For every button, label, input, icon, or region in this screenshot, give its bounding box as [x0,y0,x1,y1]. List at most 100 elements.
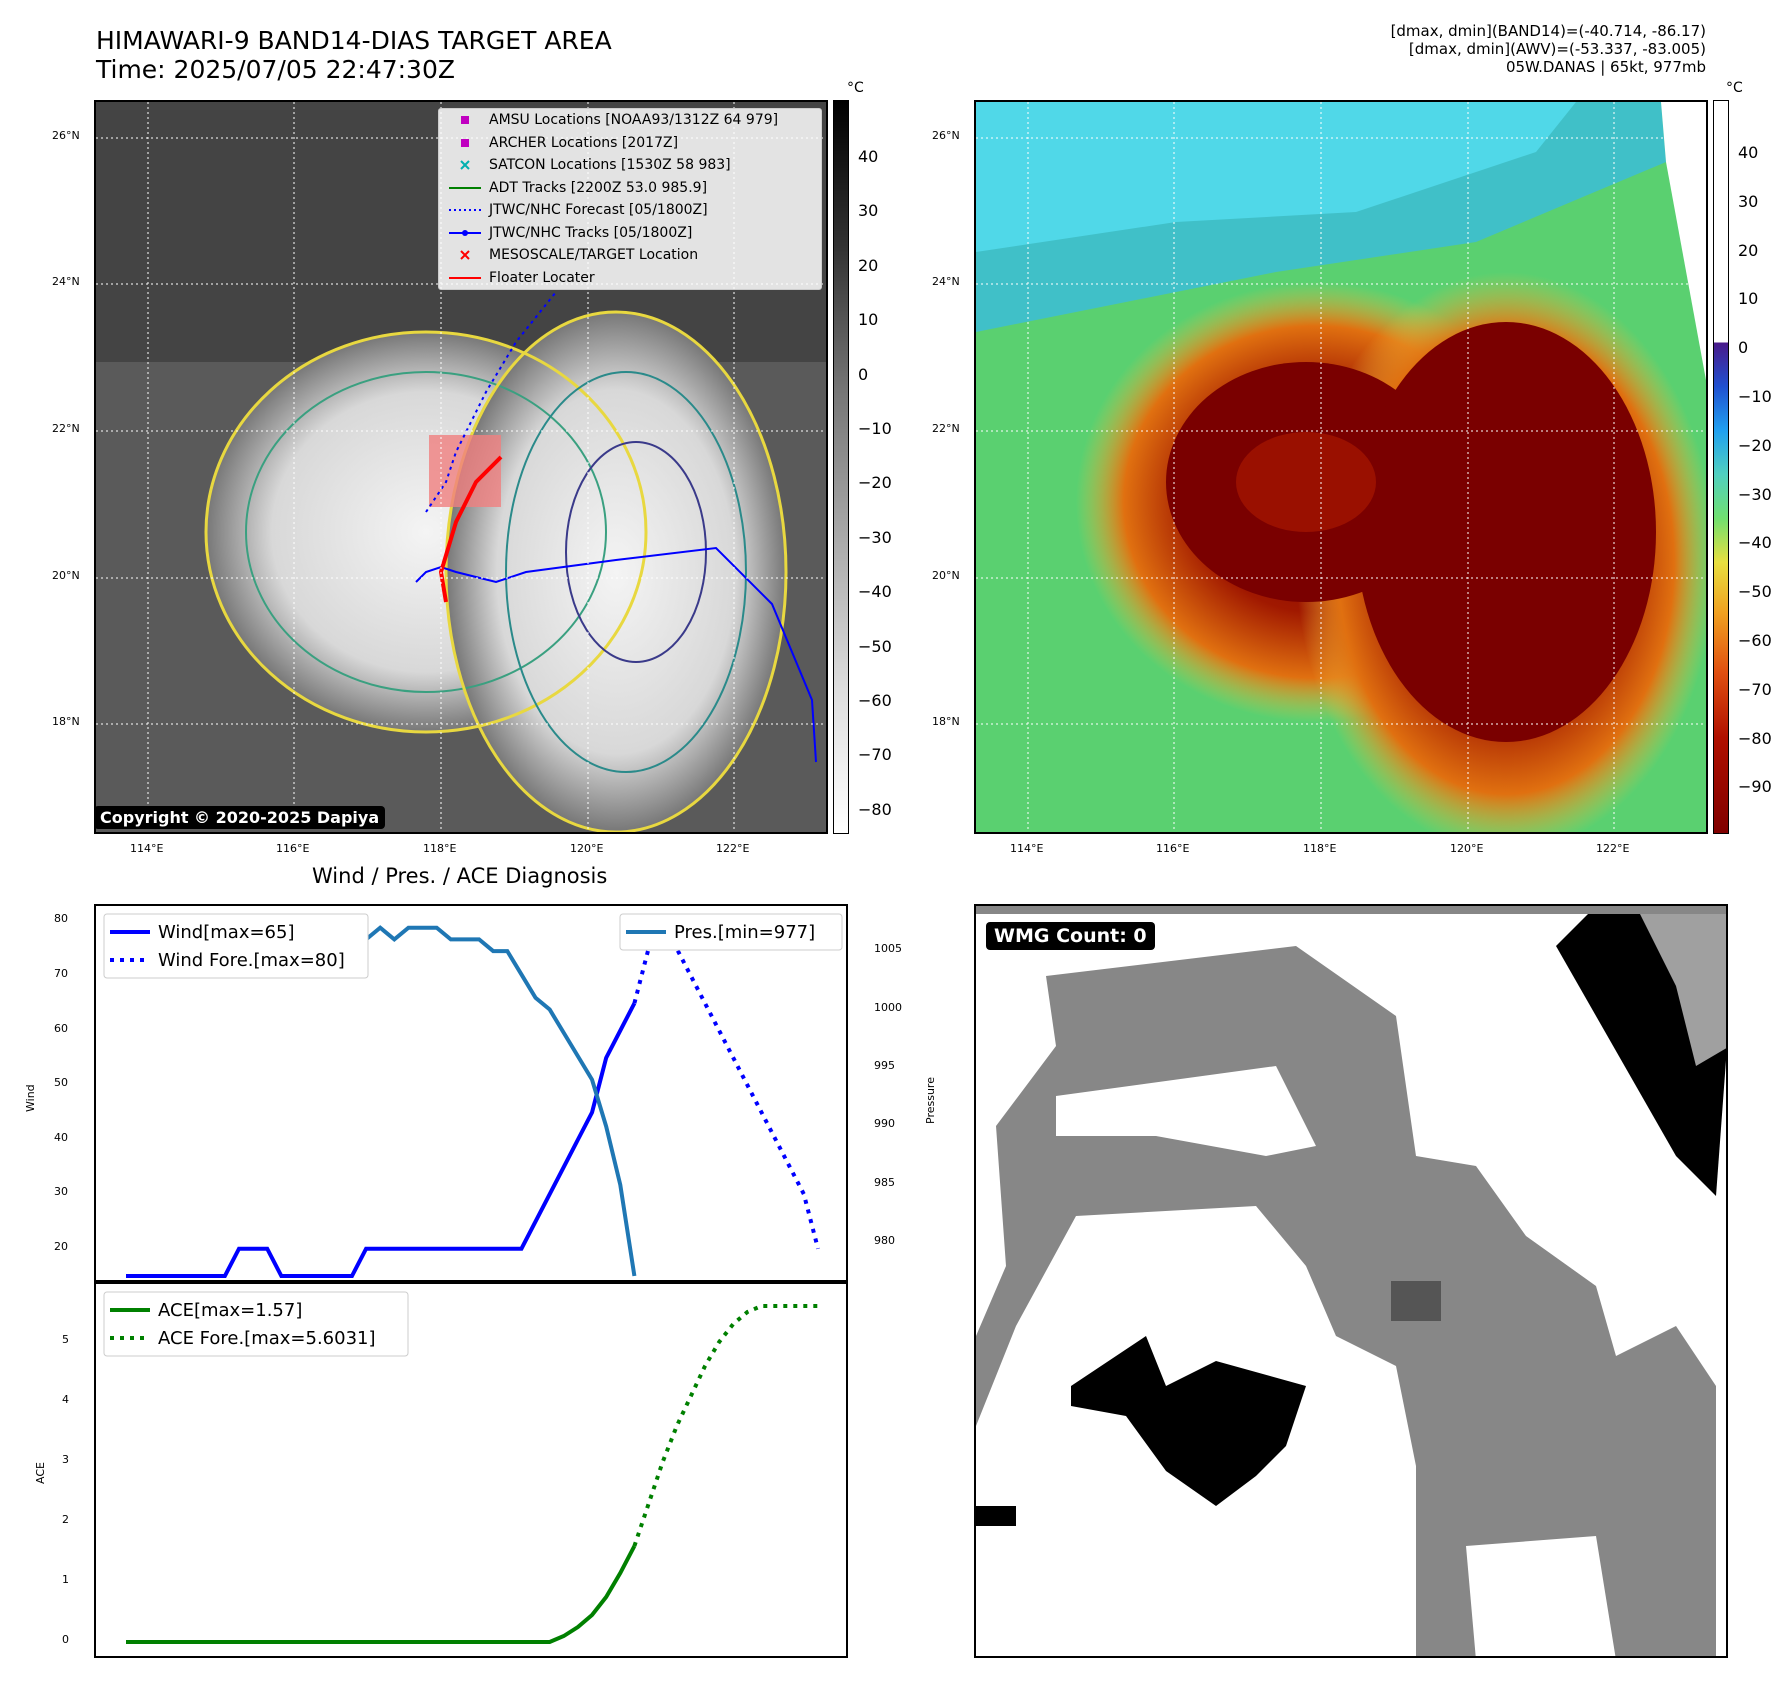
legend-label: ARCHER Locations [2017Z] [489,134,679,151]
legend-symbol [449,209,481,211]
colorbar-tick-label: 0 [858,364,869,384]
colorbar-tick-label: −40 [858,582,892,602]
pressure-axis-label: Pressure [924,1077,937,1124]
colorbar-tick-label: 10 [1738,289,1759,309]
series-line [126,1002,637,1278]
ace-tick-label: 1 [62,1573,69,1586]
copyright-label: Copyright © 2020-2025 Dapiya [94,806,386,829]
title-line1: HIMAWARI-9 BAND14-DIAS TARGET AREA [96,26,612,55]
colorbar-tick-label: 30 [858,201,879,221]
legend-label: Floater Locater [489,269,595,286]
legend-label: ACE Fore.[max=5.6031] [158,1328,376,1349]
pressure-tick-label: 1005 [874,942,902,956]
lat-tick-label: 18°N [52,715,80,728]
legend-label: MESOSCALE/TARGET Location [489,247,699,263]
colorbar-tick-label: −10 [858,419,892,438]
legend-symbol [460,160,470,170]
pressure-tick-label: 980 [874,1234,895,1248]
wind-tick-label: 20 [54,1239,68,1253]
title-line2: Time: 2025/07/05 22:47:30Z [96,55,455,84]
legend-symbol [461,116,469,124]
colorbar-tick-label: −20 [1738,435,1772,455]
ace-chart: ACE[max=1.57] ACE Fore.[max=5.6031] [103,1291,818,1644]
legend-entry: Floater Locater [439,267,821,290]
colorbar-tick-label: −90 [1738,777,1772,797]
lon-tick-label: 122°E [716,842,750,855]
wind-pressure-chart: Wind[max=65] Wind Fore.[max=80] Pres.[min=… [103,913,843,1278]
wind-tick-label: 40 [54,1130,68,1144]
ace-axis-label: ACE [34,1462,47,1484]
pressure-tick-label: 995 [874,1058,895,1072]
lon-tick-label: 114°E [1010,842,1044,855]
pressure-tick-label: 990 [874,1117,895,1131]
lon-tick-label: 118°E [423,842,457,855]
colorbar-tick-label: 30 [1738,191,1759,211]
ace-tick-label: 4 [62,1393,69,1406]
wind-tick-label: 60 [54,1021,68,1035]
awv-map-image [976,102,1706,832]
diag-line3: 05W.DANAS | 65kt, 977mb [1505,58,1706,76]
wind-tick-label: 30 [54,1185,68,1199]
figure-title: HIMAWARI-9 BAND14-DIAS TARGET AREA Time: … [96,26,612,84]
legend-label: AMSU Locations [NOAA93/1312Z 64 979] [489,112,779,128]
ace-tick-label: 3 [62,1453,69,1466]
legend-entry: MESOSCALE/TARGET Location [439,244,821,267]
legend-label: ACE[max=1.57] [158,1300,302,1321]
diag-line1: [dmax, dmin](BAND14)=(-40.714, -86.17) [1390,22,1706,40]
colorbar-tick-label: −80 [858,799,892,819]
ir-map-panel: AMSU Locations [NOAA93/1312Z 64 979] ARCH… [94,100,828,834]
diagnostic-info: [dmax, dmin](BAND14)=(-40.714, -86.17) [… [1391,22,1706,76]
colorbar-tick-label: −70 [1738,679,1772,699]
colorbar-tick-label: 40 [858,147,879,166]
colorbar-tick-label: −40 [1738,533,1772,553]
legend-label: JTWC/NHC Tracks [05/1800Z] [489,224,693,241]
legend-symbol [449,229,481,236]
colorbar1-unit: °C [847,80,864,96]
legend-label: JTWC/NHC Forecast [05/1800Z] [489,202,708,218]
colorbar-tick-label: 20 [858,255,879,275]
lat-tick-label: 22°N [52,422,80,435]
wmg-panel [974,904,1728,1658]
legend-symbol [461,138,469,147]
lat-tick-label: 18°N [932,715,960,728]
legend-label: Wind Fore.[max=80] [158,950,345,971]
colorbar-tick-label: −50 [1738,582,1772,602]
series-line [632,917,820,1250]
ace-tick-label: 2 [62,1513,69,1526]
ace-legend: ACE[max=1.57] ACE Fore.[max=5.6031] [103,1291,409,1357]
legend-label: ADT Tracks [2200Z 53.0 985.9] [489,179,708,196]
lon-tick-label: 120°E [570,842,604,855]
legend-label: SATCON Locations [1530Z 58 983] [489,157,731,173]
colorbar-tick-label: −10 [1738,387,1772,406]
ace-panel: ACE[max=1.57] ACE Fore.[max=5.6031] [94,1282,848,1658]
series-line [126,1545,637,1644]
pressure-tick-label: 985 [874,1175,895,1189]
ace-tick-label: 5 [62,1333,69,1346]
colorbar2 [1713,100,1729,834]
legend-entry: JTWC/NHC Tracks [05/1800Z] [439,222,821,245]
colorbar2-unit: °C [1726,80,1743,96]
lon-tick-label: 116°E [1156,842,1190,855]
legend-entry: SATCON Locations [1530Z 58 983] [439,154,821,177]
awv-gridlines [976,102,1706,832]
lat-tick-label: 22°N [932,422,960,435]
wind-pressure-panel: Wind[max=65] Wind Fore.[max=80] Pres.[min=… [94,904,848,1282]
colorbar-tick-label: −80 [1738,728,1772,748]
lon-tick-label: 114°E [130,842,164,855]
colorbar-tick-label: −30 [1738,484,1772,504]
wmg-count-label: WMG Count: 0 [986,922,1155,950]
colorbar-tick-label: −20 [858,473,892,493]
lat-tick-label: 24°N [52,275,80,288]
lat-tick-label: 26°N [52,129,80,142]
legend-entry: AMSU Locations [NOAA93/1312Z 64 979] [439,109,821,132]
diag-line2: [dmax, dmin](AWV)=(-53.337, -83.005) [1408,40,1706,58]
colorbar-tick-label: −30 [858,527,892,547]
lon-tick-label: 120°E [1450,842,1484,855]
wmg-image [976,906,1726,1656]
wind-axis-label: Wind [24,1084,37,1112]
pressure-tick-label: 1000 [874,1000,902,1014]
diagnosis-title: Wind / Pres. / ACE Diagnosis [312,864,608,888]
colorbar-tick-label: −60 [1738,631,1772,650]
lat-tick-label: 20°N [932,569,960,582]
lat-tick-label: 24°N [932,275,960,288]
